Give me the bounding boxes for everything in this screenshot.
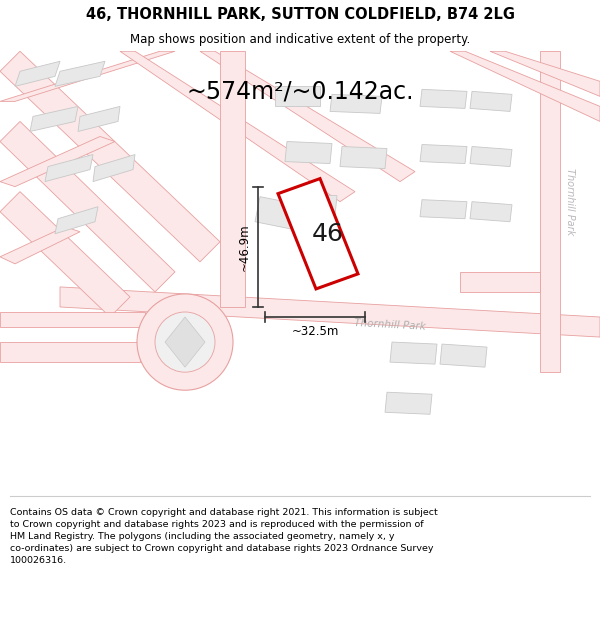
- Text: Thornhill Park: Thornhill Park: [354, 318, 426, 332]
- Polygon shape: [0, 342, 140, 362]
- Polygon shape: [470, 202, 512, 222]
- Polygon shape: [30, 106, 78, 131]
- Polygon shape: [78, 106, 120, 131]
- Polygon shape: [390, 342, 437, 364]
- Polygon shape: [440, 344, 487, 367]
- Polygon shape: [420, 199, 467, 219]
- Text: 46, THORNHILL PARK, SUTTON COLDFIELD, B74 2LG: 46, THORNHILL PARK, SUTTON COLDFIELD, B7…: [86, 7, 515, 22]
- Polygon shape: [93, 154, 135, 182]
- Polygon shape: [275, 86, 320, 106]
- Text: Map shows position and indicative extent of the property.: Map shows position and indicative extent…: [130, 34, 470, 46]
- Polygon shape: [540, 51, 560, 372]
- Text: Contains OS data © Crown copyright and database right 2021. This information is : Contains OS data © Crown copyright and d…: [10, 508, 438, 564]
- Polygon shape: [385, 392, 432, 414]
- Polygon shape: [220, 51, 245, 307]
- Circle shape: [155, 312, 215, 372]
- Circle shape: [137, 294, 233, 390]
- Polygon shape: [285, 141, 332, 164]
- Polygon shape: [470, 91, 512, 111]
- Polygon shape: [255, 197, 310, 232]
- Polygon shape: [55, 207, 98, 234]
- Text: ~574m²/~0.142ac.: ~574m²/~0.142ac.: [186, 79, 414, 103]
- Polygon shape: [120, 51, 355, 202]
- Polygon shape: [0, 121, 175, 292]
- Text: ~46.9m: ~46.9m: [238, 223, 251, 271]
- Polygon shape: [0, 136, 115, 187]
- Polygon shape: [0, 227, 80, 264]
- Text: ~32.5m: ~32.5m: [292, 324, 338, 338]
- Polygon shape: [420, 89, 467, 108]
- Polygon shape: [45, 154, 93, 182]
- Polygon shape: [55, 61, 105, 86]
- Text: Thornhill Park: Thornhill Park: [565, 168, 575, 235]
- Polygon shape: [460, 272, 540, 292]
- Polygon shape: [340, 146, 387, 169]
- Polygon shape: [278, 179, 358, 289]
- Text: 46: 46: [312, 222, 344, 246]
- Polygon shape: [0, 51, 175, 101]
- Polygon shape: [490, 51, 600, 96]
- Polygon shape: [60, 287, 600, 337]
- Polygon shape: [0, 192, 130, 317]
- Polygon shape: [420, 144, 467, 164]
- Polygon shape: [290, 194, 337, 216]
- Polygon shape: [0, 51, 220, 262]
- Polygon shape: [470, 146, 512, 167]
- Polygon shape: [450, 51, 600, 121]
- Polygon shape: [200, 51, 415, 182]
- Polygon shape: [330, 94, 382, 113]
- Polygon shape: [165, 317, 205, 367]
- Polygon shape: [0, 312, 145, 327]
- Polygon shape: [15, 61, 60, 86]
